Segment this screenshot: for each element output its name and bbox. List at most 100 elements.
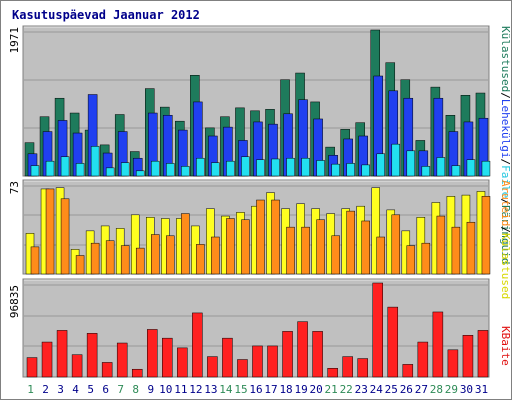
files-bar [316,160,325,177]
kbytes-bar [192,312,203,378]
kbytes-bar [237,359,248,378]
files-bar [166,163,175,177]
visits-orange-bar [316,219,325,275]
legend-entry: Lehekülgi [499,99,512,159]
visits-orange-bar [75,255,85,275]
files-bar [466,159,476,177]
files-bar [331,163,340,177]
kbytes-bar [86,333,98,378]
x-tick-label: 23 [355,383,368,396]
bottom-right-legend: KBaite [499,326,512,366]
kbytes-bar [417,341,429,378]
visits-orange-bar [211,236,220,275]
visits-orange-bar [241,219,250,275]
legend-separator: / [499,158,512,165]
kbytes-bar [26,357,38,378]
kbytes-bar [101,362,113,378]
kbytes-bar [372,282,383,378]
kbytes-bar [252,345,263,378]
x-tick-label: 6 [102,383,109,396]
x-tick-label: 9 [147,383,154,396]
visits-orange-bar [166,235,175,275]
x-tick-label: 31 [475,383,488,396]
x-tick-label: 5 [87,383,94,396]
visits-orange-bar [331,235,340,275]
x-tick-label: 27 [415,383,428,396]
middle-ymax-label: 73 [8,181,21,194]
x-tick-label: 28 [430,383,443,396]
kbytes-bar [162,337,173,378]
visits-orange-bar [406,245,416,275]
files-bar [135,170,145,177]
files-bar [241,156,250,177]
x-tick-label: 18 [279,383,292,396]
visits-orange-bar [60,198,70,275]
files-bar [376,153,385,177]
visits-orange-bar [346,210,355,275]
top-ymax-label: 1971 [8,27,21,54]
visits-orange-bar [30,246,40,275]
kbytes-bar [207,356,218,378]
kbytes-bar [177,347,188,378]
visits-orange-bar [105,240,115,275]
kbytes-bar [357,358,368,378]
files-bar [406,150,416,177]
files-bar [45,160,55,177]
legend-separator: / [499,198,512,205]
x-tick-label: 4 [72,383,79,396]
legend-separator: / [499,226,512,233]
files-bar [90,146,100,177]
files-bar [196,157,205,177]
files-bar [105,167,115,177]
visits-orange-bar [256,199,265,275]
files-bar [301,157,310,177]
x-tick-label: 25 [385,383,398,396]
kbytes-bar [447,349,459,378]
files-bar [226,160,235,177]
kbytes-bar [432,311,444,378]
visits-orange-bar [271,199,280,275]
kbytes-bar [477,330,489,378]
kbytes-bar [222,337,233,378]
legend-separator: / [499,92,512,99]
files-bar [481,160,491,177]
files-bar [256,159,265,177]
visits-orange-bar [135,247,145,275]
bottom-ymax-label: 96835 [8,285,21,318]
legend-entry: KBaite [499,326,512,366]
kbytes-bar [116,342,128,378]
visits-orange-bar [301,226,310,275]
kbytes-bar [312,331,323,378]
kbytes-bar [267,345,278,378]
kbytes-bar [56,330,68,378]
x-tick-label: 20 [310,383,323,396]
x-tick-label: 10 [159,383,172,396]
x-tick-label: 1 [27,383,34,396]
files-bar [151,160,160,177]
visits-orange-bar [45,188,55,275]
files-bar [391,143,401,177]
legend-entry: Aruteid [499,180,512,226]
visits-orange-bar [481,196,491,275]
top-right-legend: Külastused/Lehekülgi/Faile/Päringuid [499,26,512,264]
x-tick-label: 14 [219,383,233,396]
visits-orange-bar [90,242,100,275]
visits-orange-bar [226,218,235,275]
visits-orange-bar [466,221,476,275]
kbytes-bar [387,306,399,378]
x-tick-label: 11 [174,383,187,396]
x-tick-label: 8 [132,383,139,396]
x-tick-label: 30 [460,383,473,396]
files-bar [271,158,280,177]
hosts-bar [371,187,380,275]
visits-orange-bar [196,244,205,275]
legend-entry: Päringuid [499,205,512,265]
visits-orange-bar [376,236,385,275]
x-tick-label: 29 [445,383,458,396]
files-bar [451,165,461,177]
visits-orange-bar [361,220,370,275]
kbytes-bar [71,354,83,378]
visits-orange-bar [451,226,461,275]
visits-orange-bar [181,213,190,275]
